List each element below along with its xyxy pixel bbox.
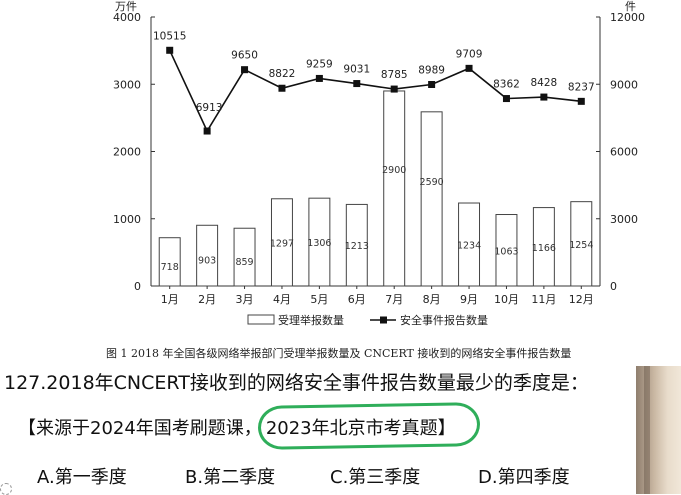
source-highlight: 2023年北京市考真题】 <box>265 418 456 439</box>
right-tick-label: 3000 <box>610 213 638 226</box>
left-tick-label: 3000 <box>113 78 141 91</box>
line-value-label: 8785 <box>381 69 408 81</box>
line-point <box>465 64 473 72</box>
line-point <box>278 84 286 92</box>
right-tick-label: 12000 <box>610 11 645 24</box>
line-point <box>390 85 398 93</box>
x-tick-label: 8月 <box>423 293 441 306</box>
x-tick-label: 4月 <box>273 293 291 306</box>
line-point <box>540 93 548 101</box>
option-c[interactable]: C.第三季度 <box>330 467 421 488</box>
line-point <box>241 66 249 74</box>
x-tick-label: 9月 <box>460 293 478 306</box>
x-tick-label: 1月 <box>161 293 179 306</box>
question-source: 【来源于2024年国考刷题课， 2023年北京市考真题】 <box>18 414 456 440</box>
line-value-label: 8362 <box>493 79 520 91</box>
bar-value-label: 1297 <box>270 238 294 249</box>
bar-value-label: 2900 <box>382 165 406 176</box>
line-value-label: 9709 <box>456 48 483 60</box>
bar-value-label: 2590 <box>420 177 444 188</box>
instructor-photo <box>636 366 681 494</box>
legend-bar-label: 受理举报数量 <box>278 313 344 327</box>
bar <box>420 111 443 287</box>
line-point <box>428 80 436 88</box>
line-value-label: 8822 <box>269 68 296 80</box>
right-tick-label: 9000 <box>610 78 638 91</box>
source-prefix: 【来源于2024年国考刷题课， <box>18 418 262 439</box>
bar <box>383 90 406 287</box>
left-tick-label: 0 <box>134 280 141 293</box>
line-value-label: 8237 <box>568 81 595 93</box>
line-value-label: 8428 <box>531 77 558 89</box>
left-tick-label: 2000 <box>113 146 141 159</box>
legend-bar-swatch <box>247 314 275 325</box>
answer-options: A.第一季度 B.第二季度 C.第三季度 D.第四季度 <box>0 463 681 491</box>
x-tick-label: 12月 <box>569 293 594 306</box>
bar-value-label: 1166 <box>532 243 556 254</box>
line-point <box>577 97 585 105</box>
bar-value-label: 1213 <box>345 241 369 252</box>
scroll-indicator <box>0 483 12 495</box>
bar-value-label: 1063 <box>494 246 518 257</box>
x-tick-label: 3月 <box>236 293 254 306</box>
bar-value-label: 859 <box>235 257 253 268</box>
line-value-label: 8989 <box>418 64 445 76</box>
right-axis-unit: 件 <box>625 0 636 13</box>
left-axis-unit: 万件 <box>115 0 137 13</box>
option-d[interactable]: D.第四季度 <box>478 467 570 488</box>
question-text: 127.2018年CNCERT接收到的网络安全事件报告数量最少的季度是： <box>4 372 589 394</box>
combo-chart: 0 1000 2000 3000 4000 0 3000 6000 9000 12000 万件 件 71… <box>113 0 645 327</box>
line-value-label: 9259 <box>306 58 333 70</box>
left-tick-label: 1000 <box>113 213 141 226</box>
line-point <box>353 80 361 88</box>
bar-value-label: 1306 <box>307 238 331 249</box>
right-tick-label: 0 <box>610 280 617 293</box>
line-value-label: 10515 <box>153 30 186 42</box>
line-point <box>166 46 174 54</box>
bar-value-label: 718 <box>161 262 179 273</box>
bar-value-label: 903 <box>198 256 216 267</box>
line-value-label: 9031 <box>343 64 370 76</box>
line-value-label: 9650 <box>231 50 258 62</box>
x-tick-label: 11月 <box>531 293 556 306</box>
line-point <box>315 74 323 82</box>
bar-value-label: 1234 <box>457 241 481 252</box>
right-tick-label: 6000 <box>610 146 638 159</box>
legend-line-label: 安全事件报告数量 <box>400 313 488 327</box>
bar-value-label: 1254 <box>569 240 593 251</box>
figure-caption: 图 1 2018 年全国各级网络举报部门受理举报数量及 CNCERT 接收到的网… <box>106 347 572 360</box>
legend-line-marker <box>380 316 387 324</box>
line-series <box>168 49 582 133</box>
option-a[interactable]: A.第一季度 <box>37 467 127 488</box>
x-tick-label: 2月 <box>198 293 216 306</box>
highlight-circle <box>257 402 481 450</box>
left-tick-label: 4000 <box>113 11 141 24</box>
line-point <box>502 95 510 103</box>
x-tick-label: 7月 <box>385 293 403 306</box>
line-point <box>203 127 211 135</box>
x-tick-label: 6月 <box>348 293 366 306</box>
x-tick-label: 10月 <box>494 293 519 306</box>
option-b[interactable]: B.第二季度 <box>185 467 276 488</box>
line-value-label: 6913 <box>196 102 223 114</box>
x-tick-label: 5月 <box>310 293 328 306</box>
